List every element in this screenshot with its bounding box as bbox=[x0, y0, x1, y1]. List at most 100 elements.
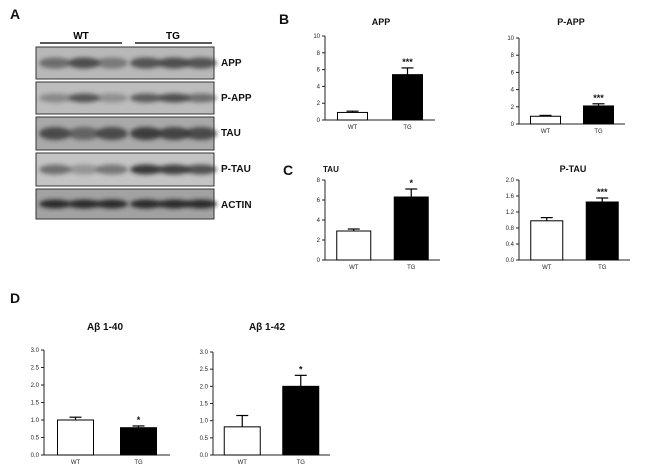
blot-label-tau: TAU bbox=[221, 128, 241, 139]
blot-band bbox=[68, 93, 100, 103]
y-tick-label: 2.5 bbox=[31, 366, 40, 372]
y-tick-label: 1.5 bbox=[31, 401, 40, 407]
blot-band bbox=[96, 199, 128, 209]
y-tick-label: 2 bbox=[317, 238, 321, 244]
blot-band bbox=[68, 164, 100, 175]
blot-band bbox=[130, 57, 162, 69]
y-tick-label: 4 bbox=[317, 218, 321, 224]
y-tick-label: 3.0 bbox=[31, 348, 40, 354]
bar-tg bbox=[393, 196, 429, 261]
panel-label-a: A bbox=[10, 6, 20, 22]
blot-band bbox=[158, 127, 190, 140]
x-tick-label: WT bbox=[542, 265, 552, 271]
y-tick-label: 8 bbox=[317, 51, 321, 57]
y-tick-label: 1.2 bbox=[506, 210, 515, 216]
bar-wt bbox=[530, 220, 564, 261]
blot-band bbox=[185, 164, 217, 175]
chart-title: P-APP bbox=[557, 17, 585, 27]
chart-ab40: Aβ 1-40 0.0 0.5 1.0 1.5 2.0 2.5 3.0 WT TG * bbox=[31, 322, 170, 466]
blot-band bbox=[185, 199, 217, 209]
y-tick-label: 6 bbox=[317, 68, 321, 74]
y-tick-label: 2.0 bbox=[506, 178, 515, 184]
blot-band bbox=[68, 199, 100, 209]
blot-band bbox=[39, 57, 71, 69]
y-tick-label: 4 bbox=[511, 88, 515, 94]
y-tick-label: 2.5 bbox=[200, 367, 209, 373]
y-tick-label: 2 bbox=[317, 101, 321, 107]
chart-ptau: P-TAU 0.0 0.4 0.8 1.2 1.6 2.0 WT TG *** bbox=[506, 164, 630, 271]
chart-title: Aβ 1-42 bbox=[249, 322, 286, 333]
y-tick-label: 0.5 bbox=[31, 436, 40, 442]
significance-marker: *** bbox=[597, 187, 608, 197]
blot-label-app: APP bbox=[221, 58, 242, 69]
bar-tg bbox=[120, 427, 157, 456]
y-tick-label: 4 bbox=[317, 84, 321, 90]
blot-band bbox=[96, 127, 128, 140]
blot-band bbox=[185, 127, 217, 140]
y-tick-label: 1.5 bbox=[200, 402, 209, 408]
significance-marker: *** bbox=[402, 57, 413, 67]
bar-tg bbox=[583, 105, 614, 125]
y-tick-label: 0 bbox=[511, 122, 515, 128]
y-tick-label: 6 bbox=[317, 198, 321, 204]
blot-band bbox=[96, 164, 128, 175]
y-tick-label: 2 bbox=[511, 105, 515, 111]
y-tick-label: 1.0 bbox=[200, 419, 209, 425]
y-tick-label: 3.0 bbox=[200, 350, 209, 356]
x-tick-label: TG bbox=[594, 129, 603, 135]
blot-band bbox=[39, 164, 71, 175]
x-tick-label: WT bbox=[541, 129, 551, 135]
chart-title: TAU bbox=[323, 165, 339, 174]
x-tick-label: TG bbox=[598, 265, 607, 271]
bar-tg bbox=[392, 74, 423, 121]
blot-band bbox=[158, 199, 190, 209]
significance-marker: * bbox=[409, 178, 413, 188]
x-tick-label: TG bbox=[407, 265, 416, 271]
blot-band bbox=[158, 93, 190, 103]
chart-title: APP bbox=[372, 17, 391, 27]
bar-wt bbox=[57, 419, 94, 456]
blot-band bbox=[39, 127, 71, 140]
chart-title: P-TAU bbox=[560, 164, 587, 174]
y-tick-label: 0.4 bbox=[506, 242, 515, 248]
x-tick-label: WT bbox=[348, 125, 358, 131]
blot-band bbox=[130, 127, 162, 140]
blot-band bbox=[39, 93, 71, 103]
bar-tg bbox=[585, 201, 619, 261]
chart-ab42: Aβ 1-42 0.0 0.5 1.0 1.5 2.0 2.5 3.0 WT TG * bbox=[200, 322, 330, 466]
significance-marker: * bbox=[299, 364, 303, 374]
y-tick-label: 8 bbox=[511, 53, 515, 59]
x-tick-label: TG bbox=[297, 460, 306, 466]
x-tick-label: TG bbox=[403, 125, 412, 131]
blot-band bbox=[130, 164, 162, 175]
chart-title: Aβ 1-40 bbox=[87, 322, 124, 333]
blot-band bbox=[185, 93, 217, 103]
blot-band bbox=[96, 57, 128, 69]
blot-band bbox=[130, 199, 162, 209]
y-tick-label: 1.0 bbox=[31, 418, 40, 424]
blot-label-p-app: P-APP bbox=[221, 93, 252, 104]
bar-wt bbox=[223, 426, 261, 456]
blot-label-actin: ACTIN bbox=[221, 200, 252, 211]
y-tick-label: 0 bbox=[317, 118, 321, 124]
panel-label-d: D bbox=[10, 290, 20, 306]
blot-band bbox=[68, 57, 100, 69]
y-tick-label: 0.0 bbox=[200, 453, 209, 459]
bar-wt bbox=[337, 111, 368, 121]
y-tick-label: 0 bbox=[317, 258, 321, 264]
western-blot: WT TG APP P-APP TAU P-TAU ACTIN bbox=[35, 31, 252, 220]
significance-marker: * bbox=[137, 415, 141, 425]
panel-label-b: B bbox=[279, 11, 289, 27]
bar-wt bbox=[530, 115, 561, 125]
x-tick-label: WT bbox=[71, 460, 81, 466]
bar-tg bbox=[282, 385, 320, 456]
chart-tau: TAU 0 2 4 6 8 WT TG * bbox=[317, 165, 440, 271]
y-tick-label: 0.5 bbox=[200, 436, 209, 442]
x-tick-label: TG bbox=[134, 460, 143, 466]
y-tick-label: 6 bbox=[511, 70, 515, 76]
wt-group-label: WT bbox=[73, 31, 89, 42]
chart-papp: P-APP 0 2 4 6 8 10 WT TG *** bbox=[507, 17, 625, 135]
blot-band bbox=[39, 199, 71, 209]
